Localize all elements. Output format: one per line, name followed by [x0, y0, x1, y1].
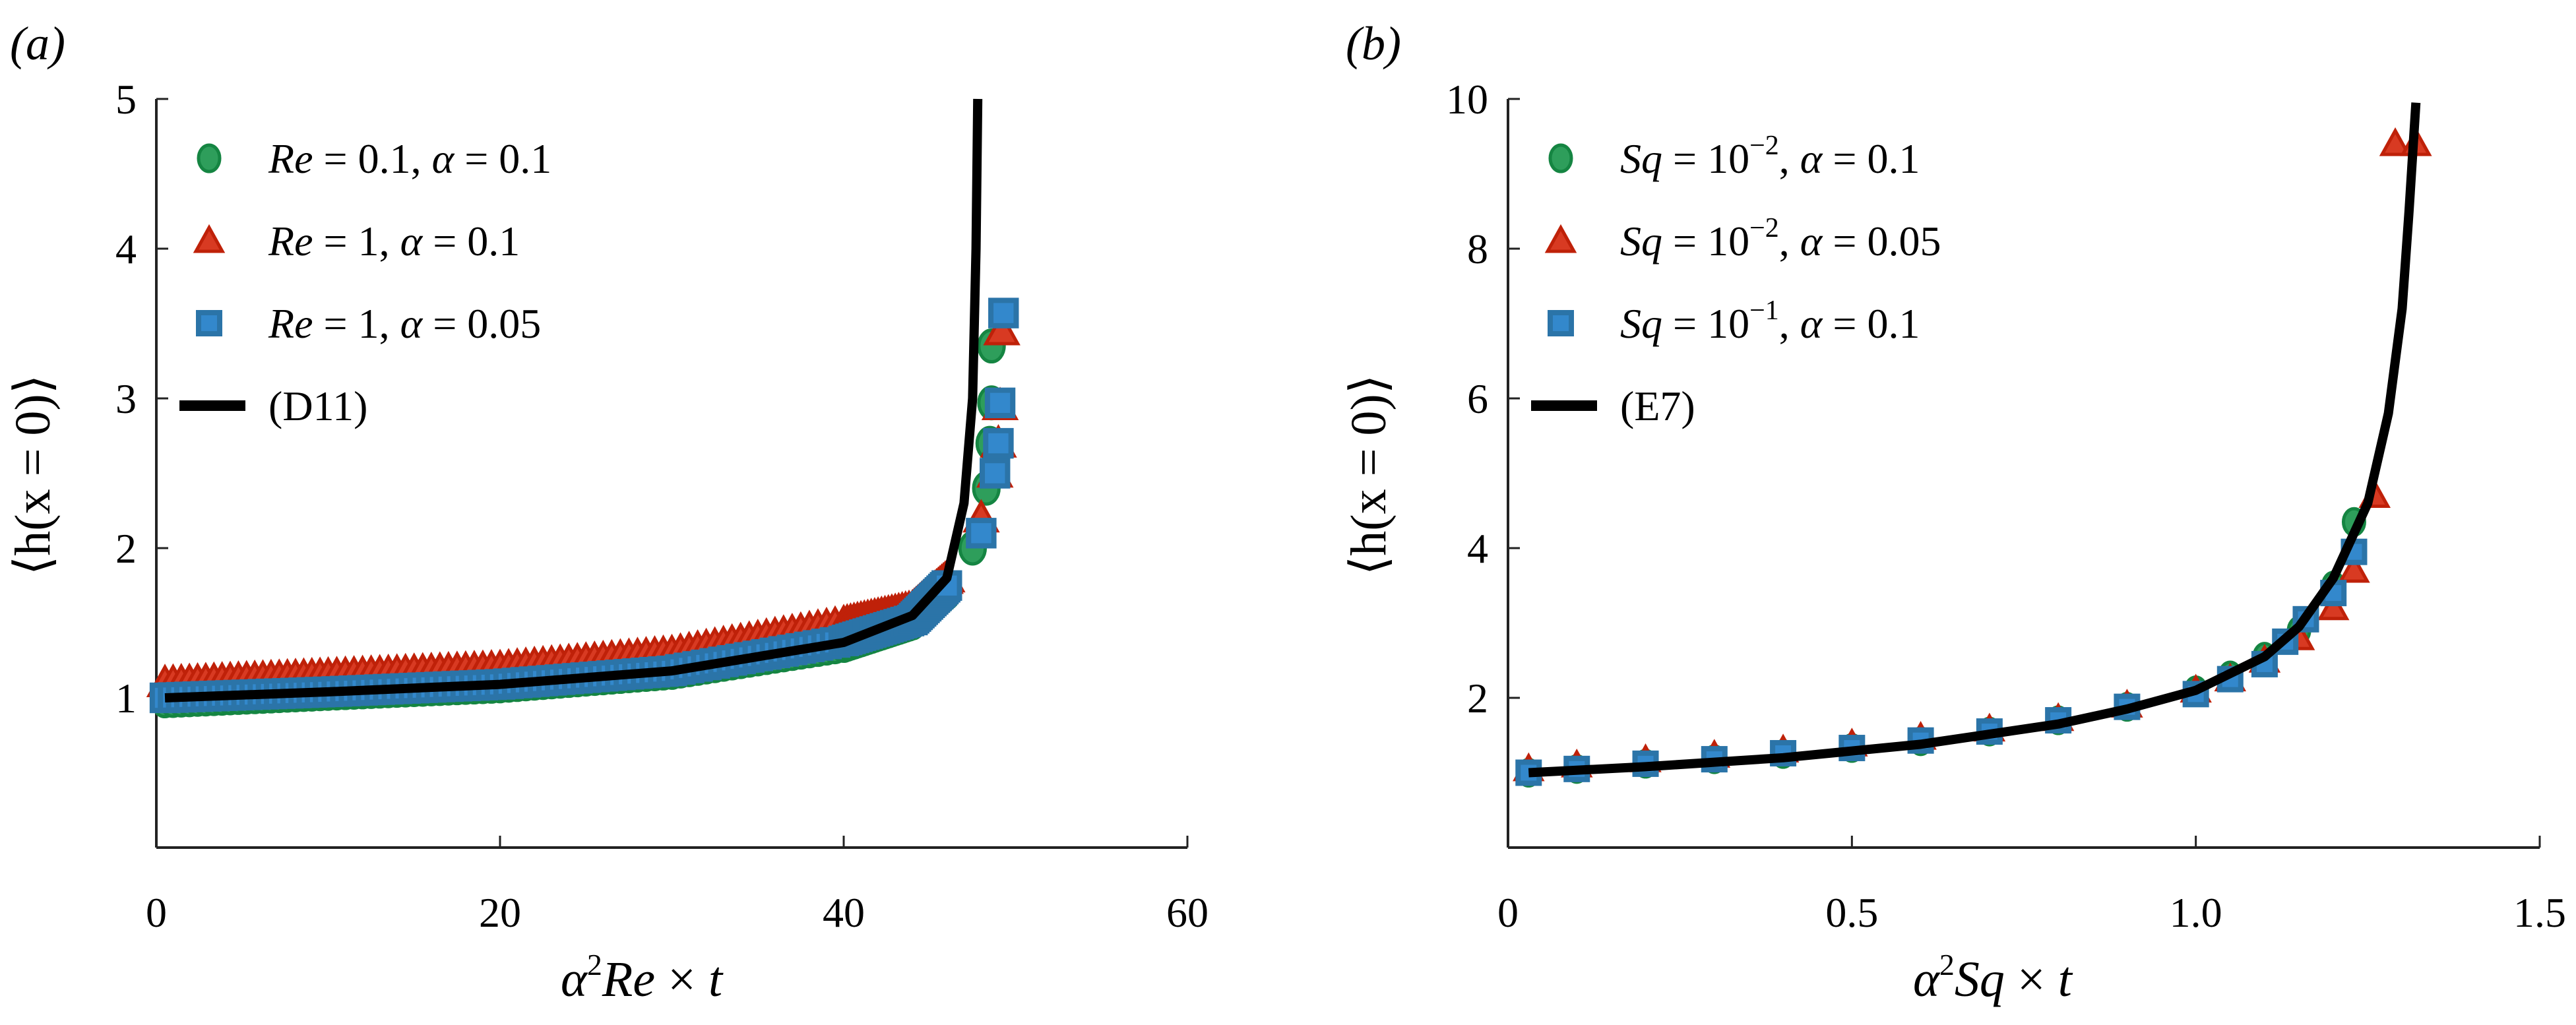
- panel-b-ylabel-text: ⟨h(x = 0)⟩: [1341, 375, 1397, 576]
- panel-b-plot-area: [1513, 102, 2432, 788]
- legend-item: Sq = 10−2, α = 0.05: [1544, 213, 1941, 264]
- legend-item: Re = 0.1, α = 0.1: [197, 135, 551, 182]
- legend-item: Re = 1, α = 0.05: [196, 300, 541, 347]
- circle-marker: [197, 143, 222, 173]
- panel-a-label: (a): [10, 17, 65, 70]
- square-marker: [1548, 310, 1574, 336]
- panel-b-label: (b): [1346, 17, 1401, 70]
- panel-b-ylabel: ⟨h(x = 0)⟩: [1341, 375, 1397, 576]
- triangle-marker: [2317, 591, 2350, 621]
- square-marker: [966, 518, 997, 549]
- square-marker: [983, 427, 1014, 459]
- panel-a-plot-area: [146, 98, 1021, 719]
- square-marker: [988, 297, 1019, 328]
- panel-b: (b) ⟨h(x = 0)⟩ 2 4 6 8 10 0 0.5 1.0 1.5 Sq = 10…: [1341, 17, 2566, 1007]
- legend-item: Sq = 10−2, α = 0.1: [1548, 131, 1920, 182]
- y-tick-label: 6: [1467, 375, 1488, 422]
- y-tick-label: 5: [115, 76, 137, 123]
- y-tick-label: 10: [1446, 76, 1488, 123]
- triangle-marker: [1544, 224, 1577, 253]
- legend-label: (D11): [268, 383, 367, 429]
- legend-item: (D11): [179, 383, 367, 429]
- panel-a-xlabel: α2Re × t: [561, 948, 724, 1007]
- triangle-marker: [193, 224, 226, 253]
- legend-label: Sq = 10−2, α = 0.05: [1620, 213, 1941, 264]
- panel-b-legend: Sq = 10−2, α = 0.1 Sq = 10−2, α = 0.05 Sq …: [1531, 131, 1941, 429]
- square-marker: [980, 458, 1011, 489]
- y-tick-label: 1: [115, 675, 137, 722]
- legend-label: Re = 0.1, α = 0.1: [268, 135, 551, 182]
- panel-a: (a) ⟨h(x = 0)⟩ 1 2 3 4 5 0 20 40 60 Re = 0.1, α…: [5, 17, 1209, 1007]
- x-tick-label: 60: [1166, 889, 1209, 936]
- legend-label: Sq = 10−2, α = 0.1: [1620, 131, 1920, 182]
- panel-a-ylabel-text: ⟨h(x = 0)⟩: [5, 375, 61, 576]
- legend-label: Re = 1, α = 0.05: [268, 300, 541, 347]
- square-marker: [984, 387, 1016, 419]
- analytic-curve: [1528, 102, 2421, 778]
- panel-b-xticks: 0 0.5 1.0 1.5: [1497, 836, 2566, 936]
- triangle-marker: [2338, 553, 2370, 583]
- legend-item: Sq = 10−1, α = 0.1: [1548, 295, 1920, 347]
- panel-a-ylabel: ⟨h(x = 0)⟩: [5, 375, 61, 576]
- x-tick-label: 0.5: [1825, 889, 1878, 936]
- circle-marker: [1548, 143, 1573, 173]
- legend-label: Sq = 10−1, α = 0.1: [1620, 295, 1920, 347]
- x-tick-label: 0: [1497, 889, 1519, 936]
- y-tick-label: 3: [115, 375, 137, 422]
- legend-label: (E7): [1620, 383, 1695, 429]
- panel-a-xticks: 0 20 40 60: [146, 836, 1209, 936]
- square-marker: [196, 310, 222, 336]
- y-tick-label: 4: [115, 226, 137, 272]
- y-tick-label: 2: [115, 525, 137, 572]
- x-tick-label: 40: [823, 889, 865, 936]
- triangle-marker: [2379, 127, 2412, 156]
- y-tick-label: 2: [1467, 675, 1488, 722]
- x-tick-label: 0: [146, 889, 167, 936]
- legend-item: (E7): [1531, 383, 1695, 429]
- legend-item: Re = 1, α = 0.1: [193, 218, 520, 264]
- x-tick-label: 20: [479, 889, 521, 936]
- panel-a-yticks: 1 2 3 4 5: [115, 76, 168, 722]
- panel-a-legend: Re = 0.1, α = 0.1 Re = 1, α = 0.1 Re = 1, …: [179, 135, 551, 429]
- legend-label: Re = 1, α = 0.1: [268, 218, 520, 264]
- analytic-curve: [164, 98, 983, 702]
- y-tick-label: 8: [1467, 226, 1488, 272]
- x-tick-label: 1.5: [2513, 889, 2566, 936]
- x-tick-label: 1.0: [2170, 889, 2222, 936]
- y-tick-label: 4: [1467, 525, 1488, 572]
- triangle-marker: [983, 311, 1021, 346]
- panel-b-xlabel: α2Sq × t: [1913, 948, 2073, 1007]
- panel-b-yticks: 2 4 6 8 10: [1446, 76, 1520, 722]
